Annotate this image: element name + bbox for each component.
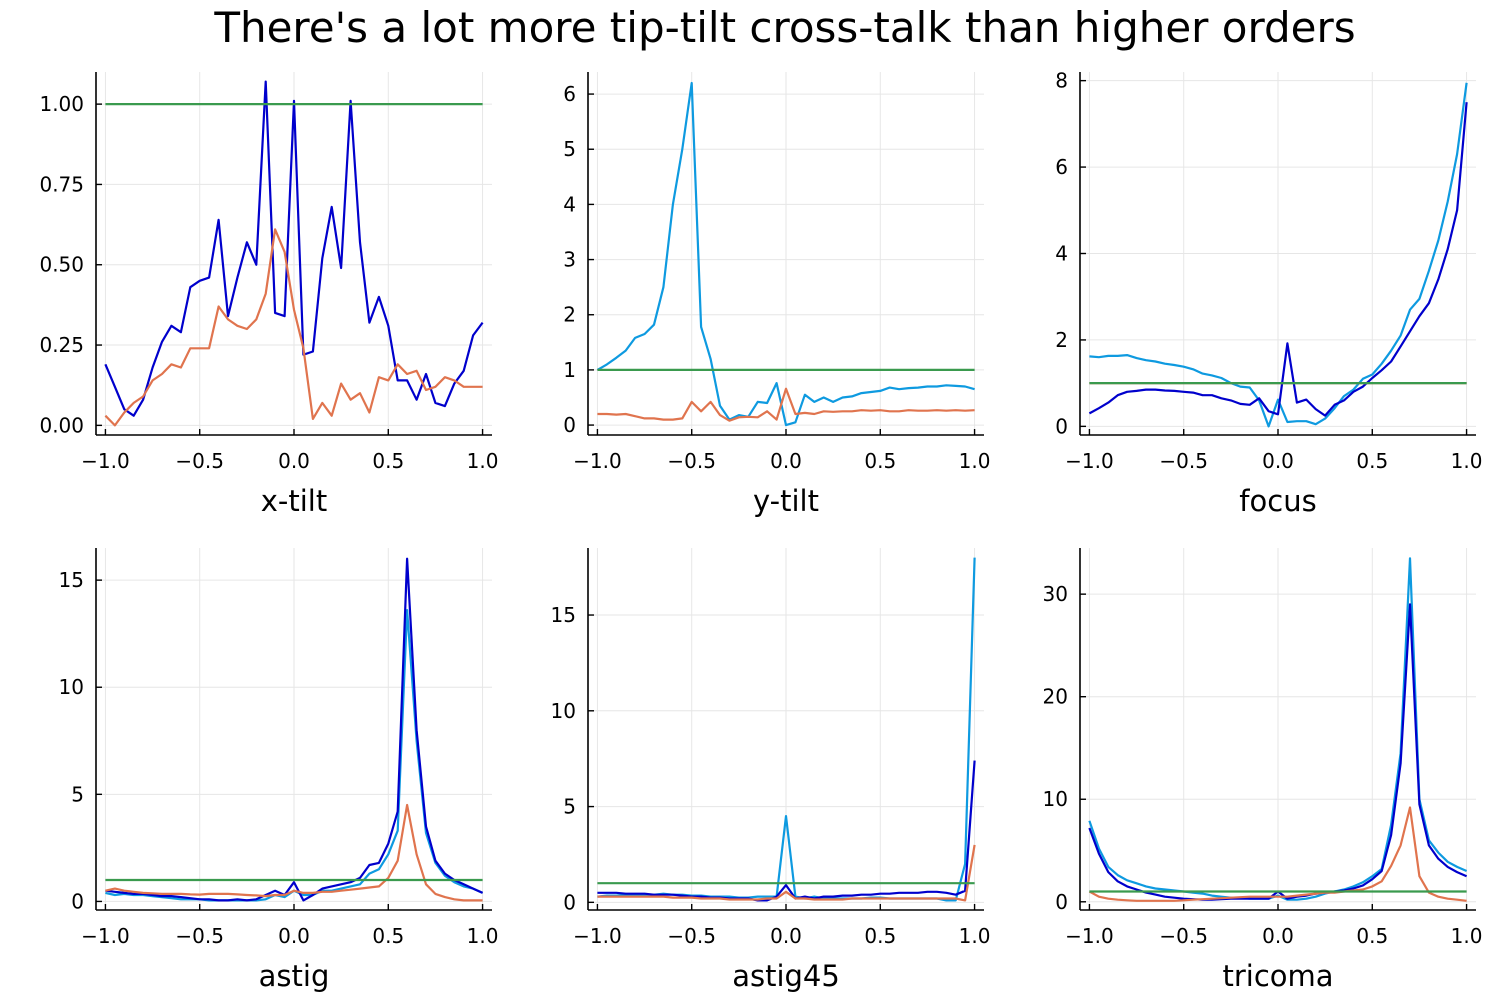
series-line-1 [105, 557, 484, 902]
y-tick-label-3: 0.75 [39, 172, 84, 196]
x-tick-label-3: 0.5 [372, 449, 404, 473]
y-tick-label-0: 0 [1055, 414, 1068, 438]
series-line-1 [1088, 102, 1468, 417]
x-tick-label-2: 0.0 [278, 449, 310, 473]
y-tick-label-1: 0.25 [39, 333, 84, 357]
x-tick-label-4: 1.0 [1451, 924, 1483, 948]
series-line-0 [1089, 82, 1468, 428]
y-tick-label-0: 0 [563, 890, 576, 914]
y-tick-label-5: 5 [563, 137, 576, 161]
x-tick-label-1: −0.5 [667, 924, 716, 948]
y-tick-label-1: 5 [71, 782, 84, 806]
y-tick-label-4: 8 [1055, 69, 1068, 93]
subplot-grid: −1.0 −0.5 0.0 0.5 1.00.000.250.500.751.00x-t… [39, 69, 1482, 993]
x-axis-label: focus [1239, 484, 1316, 518]
x-tick-label-1: −0.5 [1159, 924, 1208, 948]
x-tick-label-0: −1.0 [573, 924, 622, 948]
y-tick-label-0: 0 [1055, 890, 1068, 914]
y-tick-label-3: 3 [563, 248, 576, 272]
y-tick-label-2: 10 [551, 699, 576, 723]
series-line-1 [597, 387, 975, 422]
y-tick-label-2: 20 [1043, 685, 1068, 709]
series-line-1 [104, 228, 483, 427]
x-tick-label-1: −0.5 [667, 449, 716, 473]
x-tick-label-0: −1.0 [81, 449, 130, 473]
x-tick-label-1: −0.5 [175, 924, 224, 948]
x-tick-label-1: −0.5 [175, 449, 224, 473]
y-tick-label-2: 4 [1055, 242, 1068, 266]
x-tick-label-3: 0.5 [1356, 924, 1388, 948]
x-axis-label: astig45 [732, 959, 840, 993]
x-tick-label-3: 0.5 [864, 924, 896, 948]
subplot-astig45: −1.0 −0.5 0.0 0.5 1.0 0 5 10 15 astig45 [551, 548, 991, 993]
x-tick-label-4: 1.0 [1451, 449, 1483, 473]
y-tick-label-1: 10 [1043, 787, 1068, 811]
subplot-tricoma: −1.0 −0.5 0.0 0.5 1.0 0 10 20 30 tricoma [1043, 548, 1483, 993]
x-tick-label-0: −1.0 [1065, 449, 1114, 473]
x-axis-label: astig [259, 959, 330, 993]
x-tick-label-0: −1.0 [81, 924, 130, 948]
subplot-y-tilt: −1.0 −0.5 0.0 0.5 1.0 0 1 2 3 4 5 6 y-tilt [563, 72, 990, 518]
y-tick-label-3: 30 [1043, 582, 1068, 606]
y-tick-label-6: 6 [563, 82, 576, 106]
x-tick-label-2: 0.0 [1262, 449, 1294, 473]
y-tick-label-2: 2 [563, 303, 576, 327]
x-tick-label-3: 0.5 [864, 449, 896, 473]
series-line-2 [597, 844, 976, 902]
y-tick-label-3: 15 [59, 568, 84, 592]
y-tick-label-3: 15 [551, 603, 576, 627]
y-tick-label-1: 5 [563, 795, 576, 819]
x-tick-label-3: 0.5 [1356, 449, 1388, 473]
x-tick-label-4: 1.0 [467, 924, 499, 948]
y-tick-label-1: 1 [563, 358, 576, 382]
x-tick-label-4: 1.0 [959, 924, 991, 948]
x-tick-label-2: 0.0 [278, 924, 310, 948]
y-tick-label-0: 0 [563, 413, 576, 437]
x-tick-label-4: 1.0 [467, 449, 499, 473]
series-line-0 [104, 80, 484, 417]
subplot-astig: −1.0 −0.5 0.0 0.5 1.0 0 5 10 15 astig [59, 548, 499, 993]
x-tick-label-2: 0.0 [770, 924, 802, 948]
y-tick-label-0: 0.00 [39, 413, 84, 437]
subplot-x-tilt: −1.0 −0.5 0.0 0.5 1.0 0.00 0.25 0.50 0.75 1.00 x-t… [39, 72, 498, 518]
series-line-0 [1088, 557, 1468, 901]
x-tick-label-2: 0.0 [1262, 924, 1294, 948]
y-tick-label-0: 0 [71, 889, 84, 913]
y-tick-label-4: 4 [563, 192, 576, 216]
y-tick-label-1: 2 [1055, 328, 1068, 352]
x-tick-label-1: −0.5 [1159, 449, 1208, 473]
x-tick-label-0: −1.0 [1065, 924, 1114, 948]
x-tick-label-0: −1.0 [573, 449, 622, 473]
series-line-2 [1088, 806, 1467, 902]
y-tick-label-2: 0.50 [39, 253, 84, 277]
subplot-focus: −1.0 −0.5 0.0 0.5 1.0 0 2 4 6 8 focus [1055, 69, 1482, 518]
series-line-1 [597, 760, 976, 902]
y-tick-label-2: 10 [59, 675, 84, 699]
x-axis-label: tricoma [1222, 959, 1333, 993]
y-tick-label-4: 1.00 [39, 92, 84, 116]
series-line-2 [105, 803, 483, 902]
x-tick-label-3: 0.5 [372, 924, 404, 948]
x-tick-label-2: 0.0 [770, 449, 802, 473]
y-tick-label-3: 6 [1055, 155, 1068, 179]
x-tick-label-4: 1.0 [959, 449, 991, 473]
x-axis-label: y-tilt [753, 484, 819, 518]
figure-title: There's a lot more tip-tilt cross-talk t… [213, 3, 1355, 52]
series-line-0 [596, 81, 975, 427]
x-axis-label: x-tilt [261, 484, 327, 518]
